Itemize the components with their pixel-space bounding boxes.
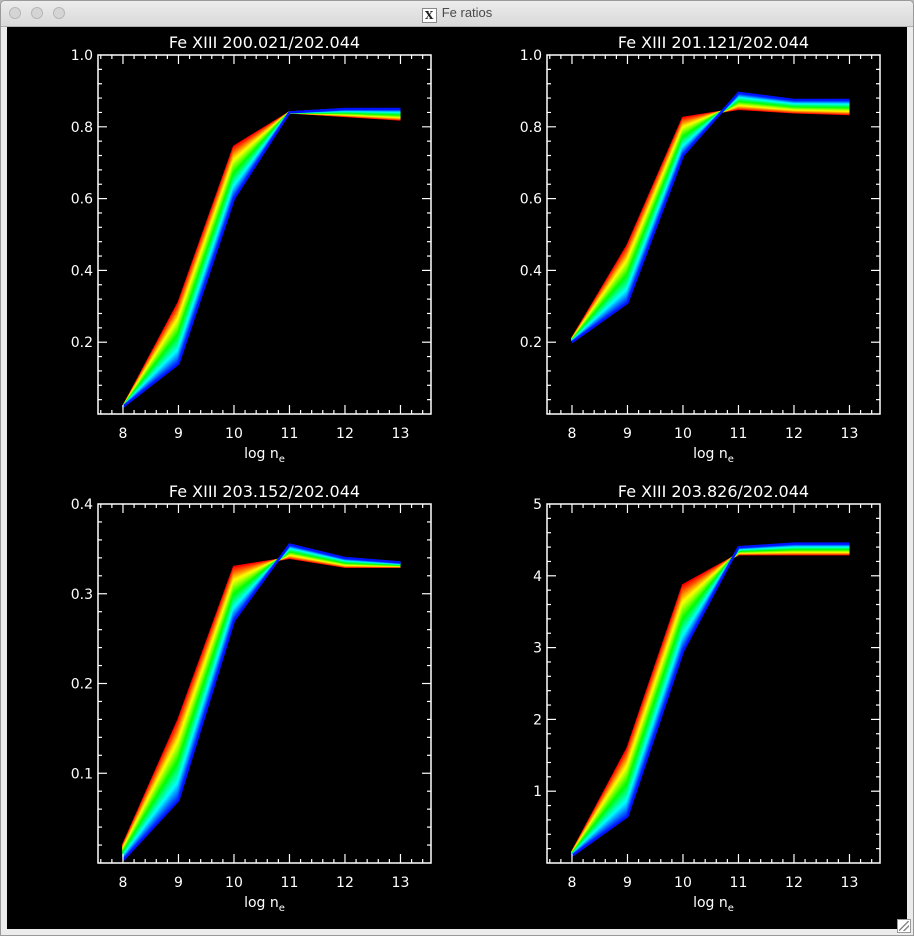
window-title-group: X Fe ratios	[1, 5, 913, 23]
x-tick-label: 13	[392, 875, 410, 891]
x-axis-label: log ne	[244, 446, 285, 465]
y-tick-label: 0.2	[71, 677, 93, 693]
y-tick-label: 0.4	[71, 497, 93, 513]
y-tick-label: 0.2	[71, 335, 93, 351]
chart-3: 8 9 10 11 12 13 0.1 0.2 0.3 0.4 Fe XIII 203.152/20…	[71, 482, 432, 914]
title-bar[interactable]: X Fe ratios	[1, 1, 913, 27]
y-tick-label: 4	[533, 569, 542, 585]
x-tick-label: 10	[225, 875, 243, 891]
x-tick-label: 13	[841, 875, 859, 891]
y-tick-label: 0.8	[71, 120, 93, 136]
close-window-button[interactable]	[9, 7, 21, 19]
plot-canvas: 8 9 10 11 12 13 0.2 0.4 0.6 0.8 1.0 Fe XIII 200.021…	[7, 27, 907, 929]
x-tick-label: 12	[336, 426, 354, 442]
plots-svg: 8 9 10 11 12 130.20.40.60.81.0Fe XIII 200.021…	[71, 33, 881, 914]
y-tick-label: 1.0	[520, 48, 542, 64]
x-tick-label: 13	[841, 426, 859, 442]
chart-title: Fe XIII 200.021/202.044	[169, 33, 360, 52]
y-tick-label: 0.4	[71, 263, 93, 279]
x-tick-label: 11	[730, 426, 748, 442]
x-axis-label: log ne	[693, 895, 734, 914]
y-tick-label: 2	[533, 712, 542, 728]
series-line	[571, 94, 850, 343]
x-axis-label: log ne	[693, 446, 734, 465]
x-tick-label: 9	[174, 426, 183, 442]
y-tick-label: 0.8	[520, 120, 542, 136]
x-tick-label: 8	[568, 426, 577, 442]
series-line	[122, 543, 401, 862]
x-tick-label: 10	[225, 426, 243, 442]
chart-title: Fe XIII 203.152/202.044	[169, 482, 360, 501]
y-tick-label: 1.0	[71, 48, 93, 64]
x-tick-label: 10	[674, 875, 692, 891]
y-tick-label: 5	[533, 497, 542, 513]
x-tick-label: 11	[730, 875, 748, 891]
y-tick-label: 0.6	[71, 192, 93, 208]
x-tick-label: 10	[674, 426, 692, 442]
series-line	[571, 91, 850, 344]
plot-frame	[546, 503, 881, 864]
x-tick-label: 8	[119, 426, 128, 442]
chart-title: Fe XIII 201.121/202.044	[618, 33, 809, 52]
plot-frame	[546, 54, 881, 415]
plot-frame	[97, 54, 432, 415]
x-tick-label: 11	[281, 426, 299, 442]
x-tick-label: 9	[623, 426, 632, 442]
x-tick-label: 13	[392, 426, 410, 442]
x-tick-label: 8	[568, 875, 577, 891]
y-tick-label: 0.1	[71, 766, 93, 782]
x-tick-label: 12	[785, 426, 803, 442]
y-tick-label: 0.4	[520, 263, 542, 279]
x-axis-label: log ne	[244, 895, 285, 914]
chart-2: 8 9 10 11 12 13 0.2 0.4 0.6 0.8 1.0 Fe XIII 201.121…	[520, 33, 881, 465]
x-tick-label: 9	[174, 875, 183, 891]
resize-grip[interactable]	[897, 919, 911, 933]
y-tick-label: 0.6	[520, 192, 542, 208]
minimize-window-button[interactable]	[31, 7, 43, 19]
y-tick-label: 0.2	[520, 335, 542, 351]
x-tick-label: 11	[281, 875, 299, 891]
series-line	[122, 543, 401, 861]
series-line	[571, 542, 850, 857]
chart-title: Fe XIII 203.826/202.044	[618, 482, 809, 501]
x-tick-label: 12	[785, 875, 803, 891]
x-tick-label: 9	[623, 875, 632, 891]
zoom-window-button[interactable]	[53, 7, 65, 19]
x-tick-label: 12	[336, 875, 354, 891]
y-tick-label: 0.3	[71, 587, 93, 603]
y-tick-label: 3	[533, 641, 542, 657]
x11-icon: X	[421, 8, 437, 23]
y-tick-label: 1	[533, 784, 542, 800]
series-line	[122, 107, 401, 408]
x-tick-label: 8	[119, 875, 128, 891]
window-title: Fe ratios	[441, 5, 493, 20]
chart-1: 8 9 10 11 12 13 0.2 0.4 0.6 0.8 1.0 Fe XIII 200.021…	[71, 33, 432, 465]
